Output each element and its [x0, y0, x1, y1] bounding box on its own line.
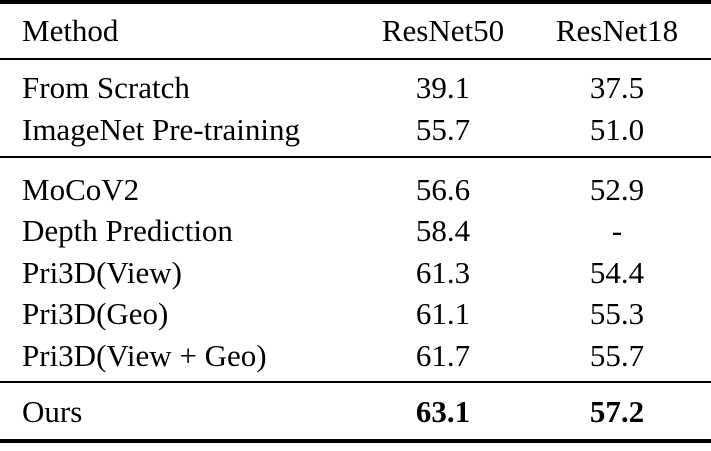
table-row: Depth Prediction 58.4 -	[0, 211, 711, 253]
resnet50-value: 61.1	[415, 296, 471, 332]
resnet18-value: 54.4	[589, 254, 645, 290]
table-header: Method ResNet50 ResNet18	[0, 4, 711, 58]
section-separator-rule-1	[0, 156, 711, 158]
method-cell: Ours	[22, 394, 83, 429]
table-row: Pri3D(View + Geo) 61.7 55.7	[0, 335, 711, 377]
resnet50-value-bold: 63.1	[415, 394, 471, 429]
table-bottom-rule	[0, 439, 711, 443]
section-pretraining-methods: MoCoV2 56.6 52.9 Depth Prediction 58.4 -…	[0, 158, 711, 381]
column-header-method: Method	[22, 13, 119, 48]
resnet18-value: 52.9	[589, 171, 645, 207]
resnet50-value: 58.4	[415, 213, 471, 249]
table-row: Pri3D(Geo) 61.1 55.3	[0, 294, 711, 336]
column-header-resnet50: ResNet50	[381, 13, 505, 48]
method-cell: Pri3D(Geo)	[22, 296, 169, 332]
table-row: From Scratch 39.1 37.5	[0, 67, 711, 109]
method-cell: Pri3D(View)	[22, 254, 182, 290]
table-row: Pri3D(View) 61.3 54.4	[0, 252, 711, 294]
resnet18-value: 37.5	[589, 70, 645, 105]
resnet18-value: 55.3	[589, 296, 645, 332]
method-cell: Pri3D(View + Geo)	[22, 337, 267, 373]
section-separator-rule-2	[0, 381, 711, 383]
resnet50-value: 55.7	[415, 112, 471, 147]
table-row: MoCoV2 56.6 52.9	[0, 169, 711, 211]
table-row: ImageNet Pre-training 55.7 51.0	[0, 109, 711, 151]
resnet18-value: 51.0	[589, 112, 645, 147]
resnet50-value: 61.3	[415, 254, 471, 290]
resnet18-value: -	[611, 213, 623, 249]
method-cell: Depth Prediction	[22, 213, 233, 249]
resnet50-value: 61.7	[415, 337, 471, 373]
table-row-ours: Ours 63.1 57.2	[0, 389, 711, 435]
resnet50-value: 39.1	[415, 70, 471, 105]
header-separator-rule	[0, 58, 711, 60]
method-cell: From Scratch	[22, 70, 190, 105]
table-top-rule	[0, 0, 711, 4]
method-cell: ImageNet Pre-training	[22, 112, 301, 147]
resnet50-value: 56.6	[415, 171, 471, 207]
section-ours: Ours 63.1 57.2	[0, 383, 711, 439]
resnet18-value-bold: 57.2	[589, 394, 645, 429]
section-baselines: From Scratch 39.1 37.5 ImageNet Pre-trai…	[0, 60, 711, 156]
column-header-resnet18: ResNet18	[555, 13, 679, 48]
resnet18-value: 55.7	[589, 337, 645, 373]
method-cell: MoCoV2	[22, 171, 140, 207]
header-row: Method ResNet50 ResNet18	[0, 4, 711, 58]
